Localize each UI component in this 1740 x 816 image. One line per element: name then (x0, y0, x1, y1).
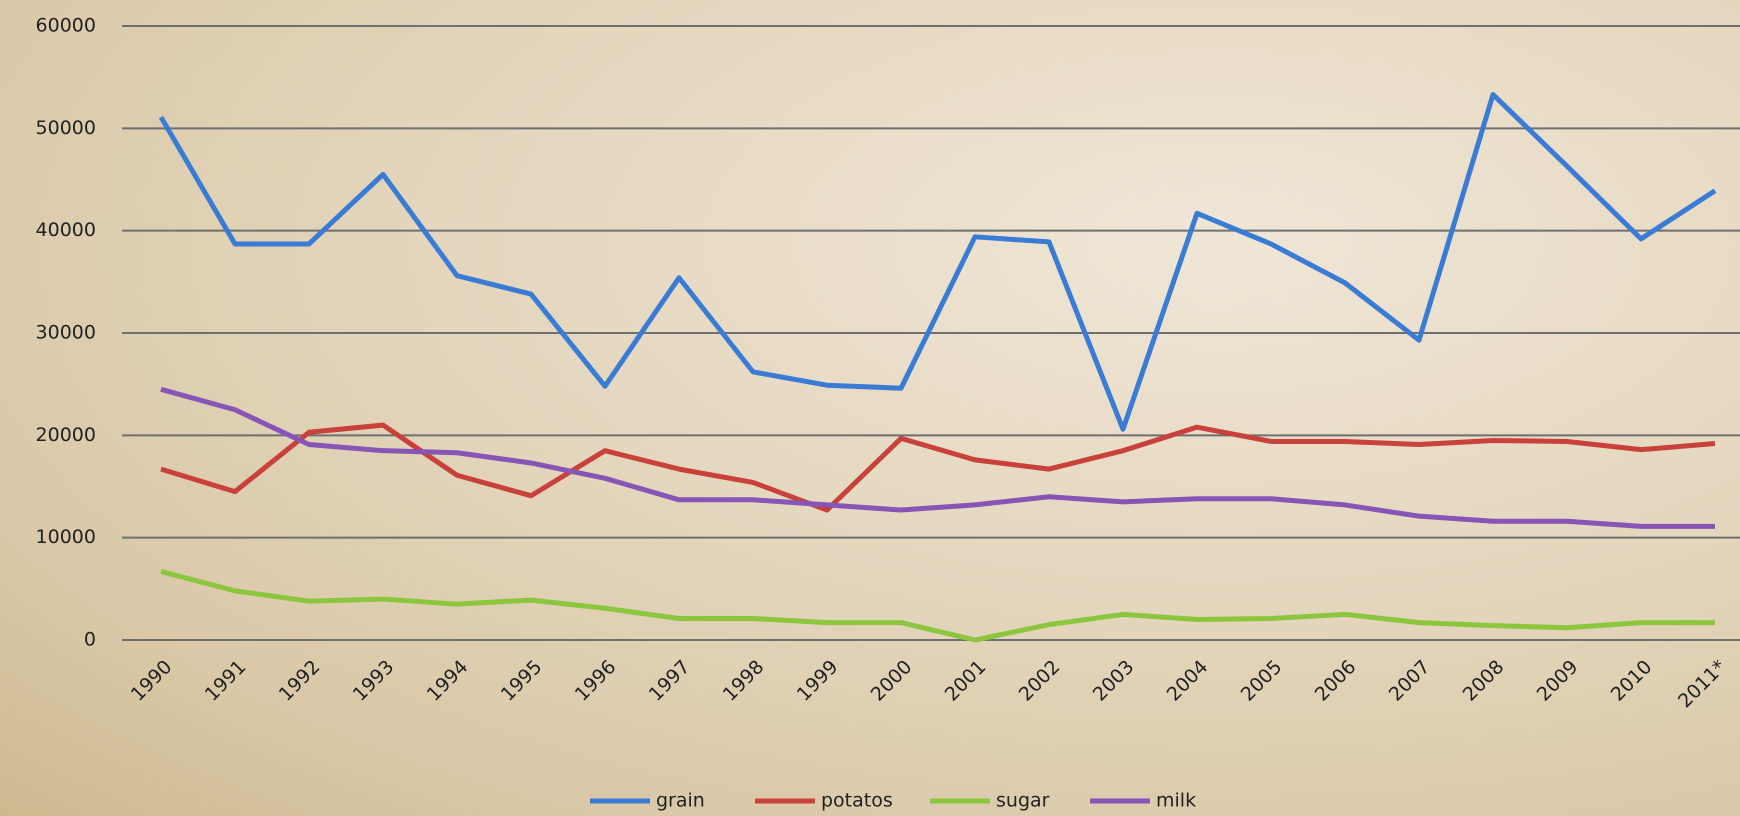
y-tick-label: 10000 (36, 526, 96, 548)
x-tick-label: 2001 (941, 656, 991, 706)
line-series (160, 569, 1715, 643)
x-tick-label: 2009 (1533, 656, 1583, 706)
x-tick-label: 2006 (1311, 656, 1361, 706)
x-tick-label: 2010 (1607, 656, 1657, 706)
x-tick-label: 2007 (1385, 656, 1435, 706)
x-tick-label: 1999 (793, 656, 843, 706)
line-series (158, 92, 1717, 432)
x-tick-label: 2011* (1674, 656, 1730, 712)
x-tick-label: 1995 (497, 656, 547, 706)
x-tick-label: 1992 (275, 656, 325, 706)
line-series (160, 422, 1716, 513)
y-tick-label: 0 (84, 629, 96, 651)
x-tick-label: 2002 (1015, 656, 1065, 706)
x-tick-label: 2003 (1089, 656, 1139, 706)
x-tick-label: 1991 (201, 656, 251, 706)
x-tick-label: 2004 (1163, 656, 1213, 706)
legend-label: sugar (996, 790, 1050, 812)
x-tick-label: 2000 (867, 656, 917, 706)
x-tick-label: 1996 (571, 656, 621, 706)
x-tick-label: 1998 (719, 656, 769, 706)
legend-label: grain (656, 790, 705, 812)
x-tick-label: 1997 (645, 656, 695, 706)
x-tick-label: 2008 (1459, 656, 1509, 706)
x-tick-label: 1993 (349, 656, 399, 706)
y-tick-label: 60000 (36, 15, 96, 37)
legend-label: milk (1156, 790, 1196, 812)
y-tick-label: 20000 (36, 424, 96, 446)
line-series (160, 386, 1715, 529)
y-tick-label: 30000 (36, 322, 96, 344)
x-tick-label: 1994 (423, 656, 473, 706)
legend-label: potatos (821, 790, 893, 812)
y-tick-label: 40000 (36, 219, 96, 241)
y-tick-label: 50000 (36, 117, 96, 139)
x-tick-label: 2005 (1237, 656, 1287, 706)
x-tick-label: 1990 (127, 656, 177, 706)
